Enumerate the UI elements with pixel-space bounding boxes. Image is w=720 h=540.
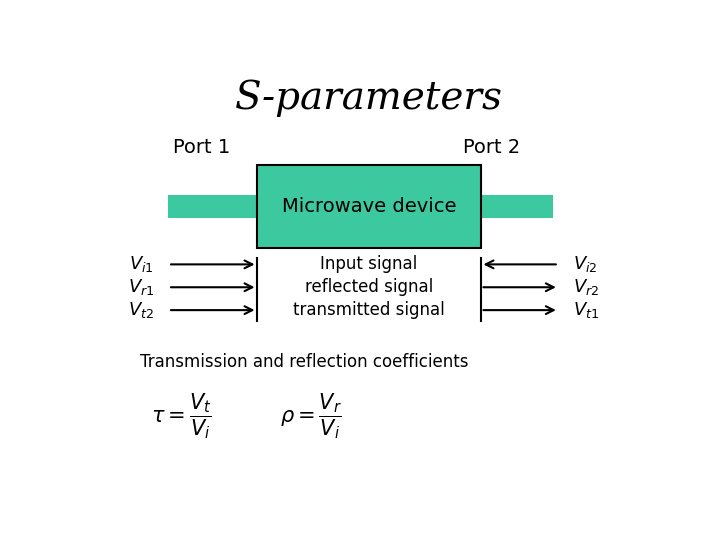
Text: Microwave device: Microwave device — [282, 197, 456, 215]
Text: $V_{i1}$: $V_{i1}$ — [130, 254, 154, 274]
Bar — [481, 195, 553, 218]
Text: $\tau = \dfrac{V_t}{V_i}$: $\tau = \dfrac{V_t}{V_i}$ — [151, 392, 212, 441]
Text: $V_{r2}$: $V_{r2}$ — [572, 277, 599, 297]
Text: Port 1: Port 1 — [173, 138, 230, 158]
Text: $V_{r1}$: $V_{r1}$ — [128, 277, 154, 297]
Text: $\rho = \dfrac{V_r}{V_i}$: $\rho = \dfrac{V_r}{V_i}$ — [280, 392, 342, 441]
Text: $V_{t1}$: $V_{t1}$ — [572, 300, 599, 320]
Text: $V_{i2}$: $V_{i2}$ — [572, 254, 597, 274]
Text: Input signal: Input signal — [320, 255, 418, 273]
Text: transmitted signal: transmitted signal — [293, 301, 445, 319]
Text: Transmission and reflection coefficients: Transmission and reflection coefficients — [140, 353, 469, 371]
Text: Port 2: Port 2 — [463, 138, 521, 158]
Bar — [258, 165, 481, 248]
Text: reflected signal: reflected signal — [305, 278, 433, 296]
Bar — [168, 195, 258, 218]
Text: S-parameters: S-parameters — [235, 79, 503, 117]
Text: $V_{t2}$: $V_{t2}$ — [128, 300, 154, 320]
